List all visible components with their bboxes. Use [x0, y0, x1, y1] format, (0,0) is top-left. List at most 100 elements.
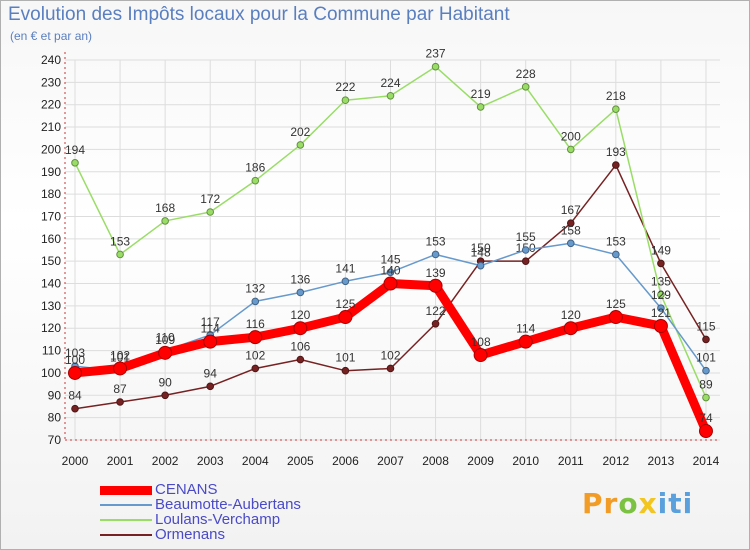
y-tick-label: 140 — [41, 277, 61, 291]
data-label: 89 — [699, 378, 713, 392]
data-point — [296, 288, 305, 297]
x-tick-label: 2013 — [648, 454, 675, 468]
series-cenans: 100 102 109 114 116 120 125 140 139 108 114 120 125 1… — [65, 264, 713, 439]
data-point — [203, 334, 218, 349]
data-label: 102 — [245, 348, 265, 362]
data-point — [338, 310, 353, 325]
data-point — [296, 355, 305, 364]
data-point — [521, 246, 530, 254]
chart-subtitle: (en € et par an) — [10, 29, 93, 43]
x-tick-label: 2006 — [332, 454, 359, 468]
data-point — [251, 176, 260, 185]
legend-label: CENANS — [155, 481, 218, 498]
data-label: 108 — [471, 335, 491, 349]
data-point — [476, 103, 485, 111]
data-point — [68, 365, 82, 380]
data-point — [612, 105, 620, 113]
data-label: 87 — [113, 382, 127, 396]
data-label: 136 — [290, 272, 310, 286]
data-point — [612, 161, 620, 169]
data-label: 100 — [65, 353, 85, 367]
data-point — [71, 159, 79, 167]
legend-label: Loulans-Verchamp — [155, 511, 281, 528]
proxiti-logo: Proxiti — [582, 487, 694, 520]
data-label: 120 — [561, 308, 581, 322]
y-tick-label: 150 — [41, 254, 61, 268]
data-point — [476, 261, 485, 270]
legend-swatch — [100, 534, 152, 536]
data-point — [657, 259, 665, 268]
data-point — [386, 364, 395, 373]
data-label: 125 — [606, 297, 626, 311]
x-tick-label: 2011 — [558, 454, 584, 468]
data-point — [161, 391, 169, 400]
data-point — [116, 250, 124, 259]
x-tick-label: 2010 — [512, 454, 539, 468]
y-tick-label: 80 — [48, 411, 62, 425]
data-label: 145 — [380, 252, 400, 266]
chart-title: Evolution des Impôts locaux pour la Comm… — [8, 4, 510, 25]
x-tick-label: 2009 — [467, 454, 494, 468]
data-label: 172 — [200, 192, 220, 206]
data-label: 114 — [516, 322, 535, 336]
data-label: 101 — [335, 351, 355, 365]
data-point — [296, 141, 305, 149]
data-label: 106 — [290, 340, 310, 354]
data-point — [702, 366, 710, 375]
data-point — [158, 345, 173, 360]
data-label: 110 — [156, 331, 175, 345]
data-label: 141 — [335, 261, 355, 275]
data-label: 158 — [561, 223, 581, 237]
data-point — [341, 277, 350, 286]
data-label: 121 — [651, 306, 671, 320]
data-label: 139 — [426, 266, 446, 280]
data-label: 200 — [561, 129, 581, 143]
legend: CENANS Beaumotte-Aubertans Loulans-Vercham… — [100, 481, 340, 543]
data-point — [161, 217, 169, 225]
data-point — [251, 297, 260, 306]
data-label: 149 — [651, 243, 671, 257]
data-label: 140 — [380, 264, 400, 278]
data-label: 122 — [426, 304, 446, 318]
data-point — [386, 268, 395, 277]
data-point — [431, 62, 440, 71]
data-label: 102 — [380, 348, 400, 362]
legend-item: Loulans-Verchamp — [100, 511, 340, 528]
y-tick-label: 230 — [41, 75, 61, 89]
data-point — [341, 96, 350, 105]
x-tick-label: 2003 — [197, 454, 224, 468]
legend-label: Ormenans — [155, 526, 226, 543]
x-tick-label: 2000 — [62, 454, 89, 468]
data-label: 218 — [606, 89, 626, 103]
y-tick-label: 240 — [41, 53, 61, 67]
data-label: 148 — [471, 246, 491, 260]
legend-item: Beaumotte-Aubertans — [100, 497, 340, 513]
y-tick-label: 200 — [41, 142, 61, 156]
data-label: 237 — [426, 47, 446, 61]
data-label: 202 — [290, 125, 310, 139]
y-tick-label: 90 — [48, 388, 62, 402]
x-tick-label: 2007 — [377, 454, 404, 468]
y-tick-label: 110 — [42, 344, 61, 358]
y-tick-label: 180 — [41, 187, 61, 201]
data-label: 153 — [606, 234, 626, 248]
data-point — [657, 290, 665, 299]
x-tick-label: 2001 — [107, 454, 134, 468]
data-point — [566, 239, 575, 248]
legend-item: Ormenans — [100, 526, 340, 543]
data-label: 101 — [110, 351, 130, 365]
data-label: 116 — [246, 317, 265, 331]
grid-lines — [65, 59, 720, 441]
data-point — [206, 208, 215, 216]
data-point — [428, 278, 443, 293]
x-tick-label: 2002 — [152, 454, 179, 468]
data-point — [386, 91, 395, 100]
y-tick-label: 130 — [41, 299, 61, 313]
data-point — [566, 145, 575, 154]
data-point — [702, 393, 710, 402]
data-label: 90 — [158, 375, 172, 389]
data-label: 219 — [471, 87, 491, 101]
data-point — [657, 304, 665, 312]
data-point — [521, 83, 530, 91]
y-tick-label: 100 — [41, 366, 61, 380]
